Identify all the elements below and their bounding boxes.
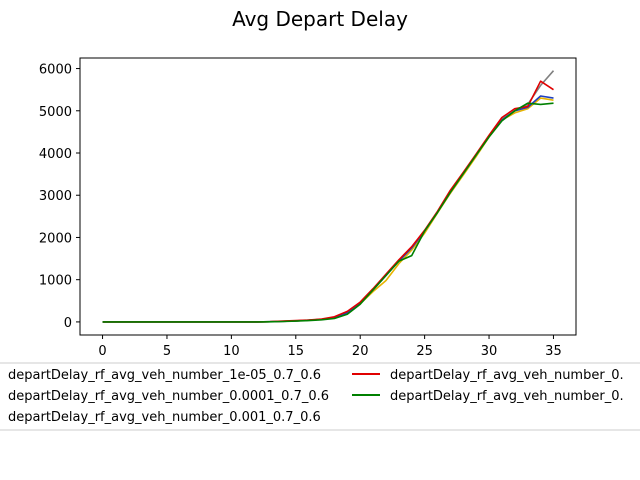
y-tick-label: 4000 xyxy=(39,147,72,162)
x-tick-label: 0 xyxy=(98,344,106,359)
y-axis: 0 1000 2000 3000 4000 5000 6000 xyxy=(39,63,80,331)
x-tick-label: 10 xyxy=(223,344,240,359)
x-tick-label: 5 xyxy=(163,344,171,359)
x-tick-label: 20 xyxy=(352,344,369,359)
legend-label: departDelay_rf_avg_veh_number_0.001_0.7_… xyxy=(8,410,321,425)
series-lines xyxy=(102,70,555,323)
legend-label: departDelay_rf_avg_veh_number_0. xyxy=(390,389,624,404)
series-line-2 xyxy=(102,97,554,323)
chart-title: Avg Depart Delay xyxy=(232,7,408,31)
plot-area xyxy=(79,57,577,336)
y-tick-label: 6000 xyxy=(39,63,72,78)
y-tick-label: 0 xyxy=(64,316,72,331)
x-tick-label: 15 xyxy=(288,344,305,359)
legend-label: departDelay_rf_avg_veh_number_0.0001_0.7… xyxy=(8,389,329,404)
legend: departDelay_rf_avg_veh_number_1e-05_0.7_… xyxy=(0,362,640,431)
legend-label: departDelay_rf_avg_veh_number_0. xyxy=(390,368,624,383)
x-tick-label: 25 xyxy=(416,344,433,359)
x-axis: 0 5 10 15 20 25 30 35 xyxy=(98,335,562,359)
series-line-1 xyxy=(102,70,555,323)
series-line-5 xyxy=(102,102,554,323)
x-tick-label: 35 xyxy=(545,344,562,359)
series-line-4 xyxy=(102,80,554,323)
series-line-3 xyxy=(102,95,554,323)
y-tick-label: 1000 xyxy=(39,274,72,289)
plot-frame xyxy=(79,57,577,336)
legend-box xyxy=(0,362,640,431)
y-tick-label: 2000 xyxy=(39,231,72,246)
x-tick-label: 30 xyxy=(481,344,498,359)
y-tick-label: 3000 xyxy=(39,189,72,204)
y-tick-label: 5000 xyxy=(39,105,72,120)
legend-label: departDelay_rf_avg_veh_number_1e-05_0.7_… xyxy=(8,368,321,383)
